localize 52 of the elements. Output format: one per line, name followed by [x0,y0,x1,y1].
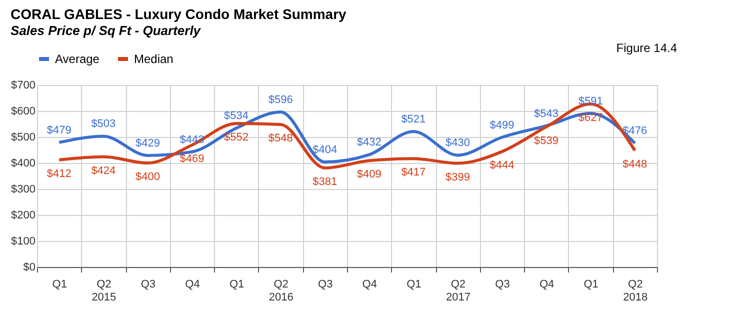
x-tick-label: Q2 2015 [92,278,116,304]
y-tick-label: $200 [11,210,36,222]
y-tick-label: $600 [11,106,36,118]
chart-subtitle: Sales Price p/ Sq Ft - Quarterly [10,23,202,38]
data-label: $521 [401,114,426,126]
chart-title: CORAL GABLES - Luxury Condo Market Summary [10,6,347,22]
data-label: $596 [268,94,293,106]
x-tick-label: Q3 [495,278,510,290]
data-label: $548 [268,132,293,145]
x-tick-label: Q4 [185,278,200,290]
data-label: $399 [445,171,470,184]
x-tick-label: Q1 [52,278,67,290]
data-label: $534 [224,110,249,122]
x-tick-label: Q2 2017 [446,278,470,304]
x-tick-label: Q3 [140,278,156,290]
data-label: $444 [490,160,514,172]
data-label: $552 [224,131,249,144]
legend-label: Median [134,52,174,66]
caption: Figure 14.4 [616,41,678,55]
data-label: $627 [578,112,603,124]
data-label: $469 [180,153,204,166]
x-tick-label: Q1 [406,278,422,290]
x-tick-label: Q3 [318,278,333,290]
y-tick-label: $100 [11,236,36,248]
data-label: $448 [622,158,648,171]
x-tick-label: Q4 [539,278,554,290]
data-label: $430 [445,137,470,150]
data-label: $381 [312,176,338,188]
data-label: $429 [135,137,160,150]
data-label: $479 [46,124,72,136]
data-label: $432 [356,136,382,149]
data-label: $412 [46,168,72,180]
x-tick-label: Q1 [584,278,598,290]
y-tick-label: $0 [23,262,36,274]
y-tick-label: $700 [11,80,36,92]
data-label: $417 [401,166,426,179]
x-tick-label: Q2 2016 [268,278,294,304]
data-label: $404 [312,144,338,156]
data-label: $400 [135,171,160,183]
y-tick-label: $300 [11,184,36,196]
data-label: $539 [534,134,559,147]
data-label: $499 [490,119,514,132]
data-label: $503 [91,118,116,130]
data-label: $424 [91,164,116,177]
x-tick-label: Q1 [229,278,244,290]
y-tick-label: $400 [11,158,36,170]
x-tick-label: Q4 [362,278,377,290]
data-label: $409 [356,168,382,181]
x-tick-label: Q2 2018 [623,278,648,304]
data-label: $543 [534,108,559,120]
legend-label: Average [55,52,100,66]
y-tick-label: $500 [11,132,36,144]
